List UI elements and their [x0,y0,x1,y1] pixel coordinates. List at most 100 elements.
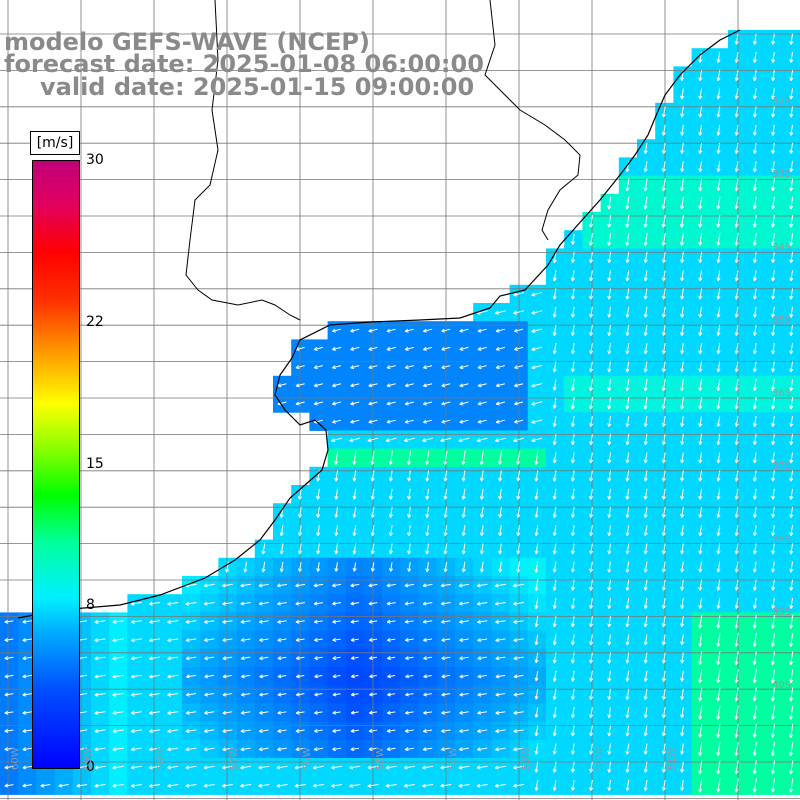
wind-arrow [553,688,557,700]
wind-arrow-head [589,641,594,646]
wind-arrow-head [643,732,648,737]
wind-arrow [571,597,575,609]
wind-arrow-head [734,40,739,45]
wind-arrow-head [405,674,410,679]
wind-arrow [626,725,630,737]
wind-arrow-head [112,638,117,643]
wind-arrow-head [552,696,557,700]
wind-arrow [681,725,684,737]
wind-arrow-head [403,765,408,770]
wind-arrow-head [589,768,594,773]
wind-arrow [405,638,414,641]
wind-arrow [626,543,630,555]
wind-arrow-head [698,514,703,518]
wind-arrow [790,124,794,136]
wind-arrow-head [258,783,263,788]
wind-arrow [387,638,396,641]
colorbar-tick-label: 30 [86,152,104,168]
wind-arrow [662,361,666,373]
wind-arrow-head [4,692,9,697]
wind-arrow [571,470,575,482]
wind-arrow [699,687,703,702]
wind-arrow-head [297,532,302,537]
wind-arrow [387,656,396,660]
wind-arrow-head [661,405,666,410]
wind-arrow [204,620,215,623]
wind-arrow-head [570,405,575,410]
wind-arrow-head [552,659,557,664]
wind-arrow-head [698,131,703,136]
wind-arrow [295,365,305,369]
wind-arrow-head [552,423,557,427]
wind-arrow [571,252,575,263]
wind-arrow [351,693,359,696]
wind-arrow [590,670,593,682]
wind-arrow [699,252,703,263]
wind-arrow-head [625,732,630,737]
wind-arrow-head [425,514,430,518]
wind-arrow-head [698,423,703,427]
wind-arrow-head [422,765,426,770]
wind-arrow [459,620,469,623]
wind-arrow-head [516,532,521,537]
wind-arrow-head [625,205,630,210]
wind-arrow [440,583,451,587]
wind-arrow-head [332,328,336,333]
wind-arrow [423,656,432,660]
wind-arrow [514,383,524,387]
wind-arrow [22,711,32,714]
wind-arrow-head [203,729,208,734]
wind-arrow [459,328,469,332]
wind-arrow-head [404,728,409,733]
wind-arrow [405,693,414,696]
wind-arrow [571,743,575,755]
wind-arrow [369,729,378,732]
wind-arrow [590,761,593,773]
wind-arrow-head [661,113,666,118]
wind-arrow-head [607,568,612,573]
wind-arrow [350,365,360,369]
country-border [185,0,301,321]
wind-arrow [608,561,612,573]
wind-arrow [332,419,342,423]
wind-arrow-head [403,783,408,788]
wind-arrow-head [112,783,117,788]
wind-arrow [644,688,648,700]
wind-arrow-head [458,438,463,443]
wind-arrow-head [513,692,518,697]
wind-arrow [276,783,288,787]
wind-arrow [735,778,739,793]
wind-arrow-head [589,441,594,446]
wind-arrow-head [479,477,484,482]
wind-arrow-head [495,365,500,370]
wind-arrow-head [513,783,517,788]
wind-arrow-head [314,692,319,697]
wind-arrow-head [698,643,703,647]
wind-arrow [441,419,451,423]
wind-arrow-head [643,441,648,446]
wind-arrow-head [331,783,335,788]
wind-arrow-head [607,787,612,791]
wind-arrow-head [149,619,153,624]
wind-arrow-head [570,641,575,646]
wind-arrow-head [185,765,190,770]
wind-arrow-head [716,679,721,684]
wind-arrow-head [570,441,575,446]
wind-arrow-head [495,729,500,734]
wind-arrow-head [680,750,685,755]
wind-arrow-head [552,768,557,773]
wind-arrow [371,450,375,465]
wind-arrow-head [643,150,648,154]
wind-arrow [295,620,305,623]
wind-arrow-head [4,747,9,752]
wind-arrow-head [770,223,775,228]
wind-arrow-head [643,677,648,682]
wind-arrow-head [514,383,518,388]
wind-arrow [681,196,684,210]
wind-arrow [681,525,684,536]
wind-arrow-head [552,459,557,464]
wind-arrow-head [458,783,463,788]
wind-arrow-head [552,750,557,755]
wind-arrow [441,711,451,714]
wind-arrow [699,88,703,100]
